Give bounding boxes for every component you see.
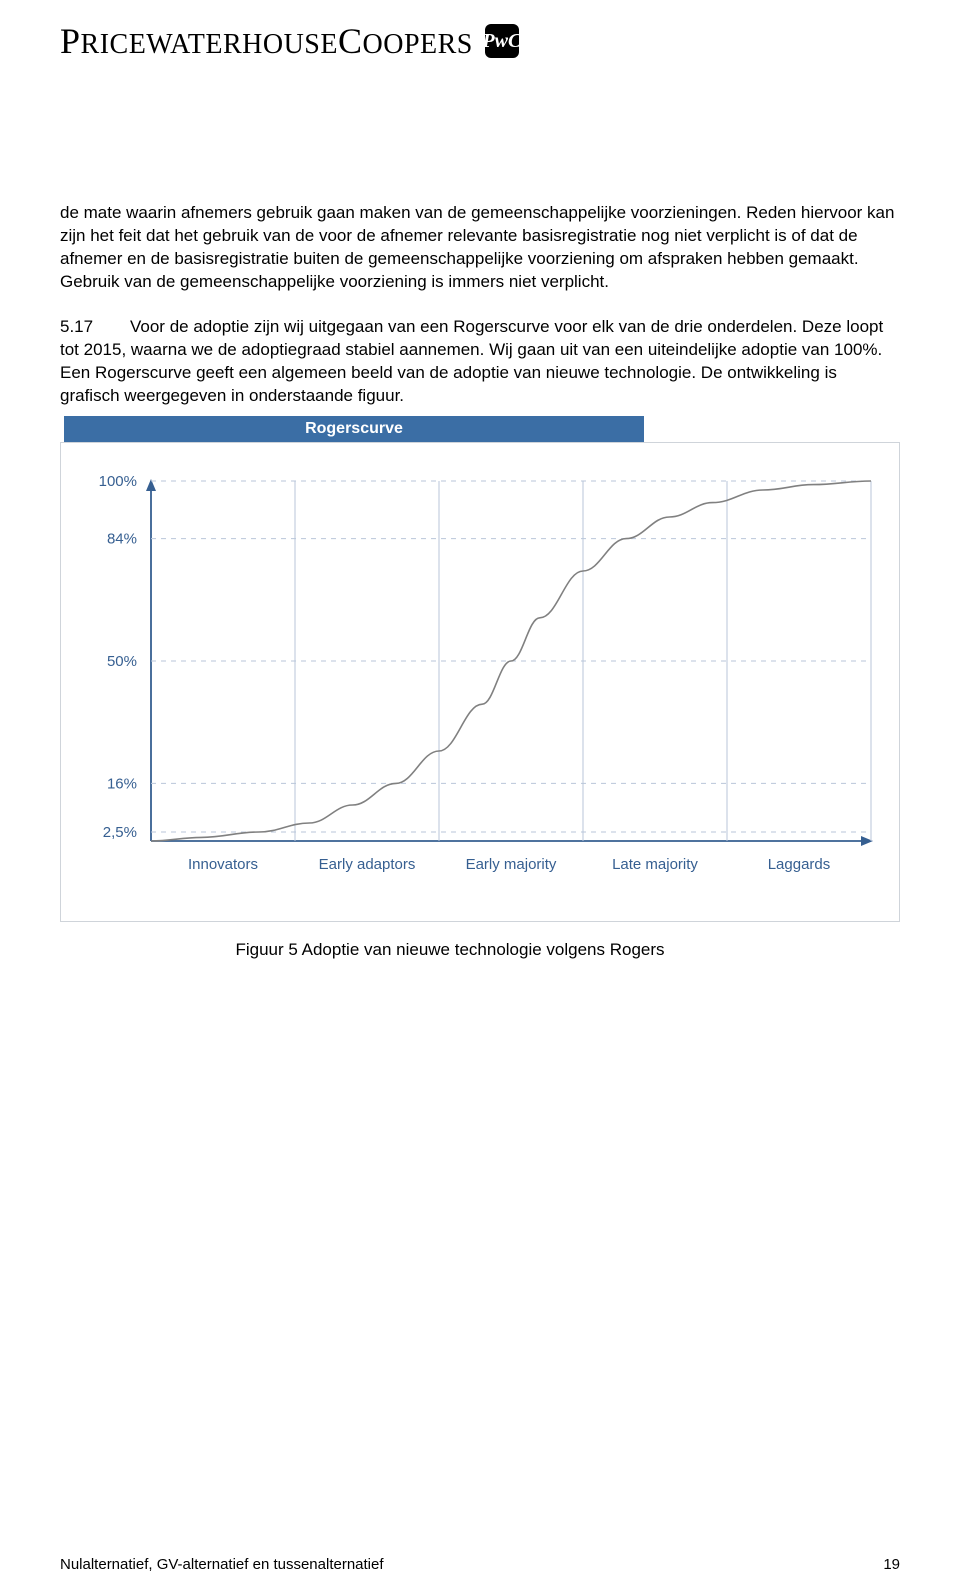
logo-part: C — [338, 20, 363, 62]
logo: PRICEWATERHOUSECOOPERS PwC — [60, 20, 900, 62]
rogers-curve-chart: 100% 84% 50% 16% 2,5% Innovators Early adaptor… — [60, 442, 900, 922]
svg-text:16%: 16% — [107, 775, 137, 792]
svg-text:2,5%: 2,5% — [103, 824, 137, 841]
logo-part: RICEWATERHOUSE — [81, 29, 338, 61]
logo-part: P — [60, 20, 81, 62]
logo-part: OOPERS — [363, 29, 473, 61]
paragraph-number: 5.17 — [60, 316, 130, 339]
svg-text:Early majority: Early majority — [466, 856, 557, 873]
svg-text:100%: 100% — [99, 473, 137, 490]
svg-text:Innovators: Innovators — [188, 856, 258, 873]
svg-text:50%: 50% — [107, 653, 137, 670]
chart-title: Rogerscurve — [64, 416, 644, 442]
svg-text:Late majority: Late majority — [612, 856, 698, 873]
svg-text:Laggards: Laggards — [768, 856, 831, 873]
chart-caption: Figuur 5 Adoptie van nieuwe technologie … — [0, 940, 900, 960]
paragraph-2-text: Voor de adoptie zijn wij uitgegaan van e… — [60, 317, 883, 405]
page-footer: Nulalternatief, GV-alternatief en tussen… — [60, 1556, 900, 1573]
logo-wordmark: PRICEWATERHOUSECOOPERS — [60, 20, 473, 62]
svg-text:Early adaptors: Early adaptors — [319, 856, 416, 873]
logo-badge-text: PwC — [482, 31, 521, 51]
paragraph-2: 5.17Voor de adoptie zijn wij uitgegaan v… — [60, 316, 900, 408]
paragraph-1: de mate waarin afnemers gebruik gaan mak… — [60, 202, 900, 294]
footer-left: Nulalternatief, GV-alternatief en tussen… — [60, 1556, 384, 1573]
svg-text:84%: 84% — [107, 530, 137, 547]
footer-right: 19 — [883, 1556, 900, 1573]
chart-svg: 100% 84% 50% 16% 2,5% Innovators Early adaptor… — [71, 461, 891, 901]
logo-badge: PwC — [485, 24, 519, 58]
